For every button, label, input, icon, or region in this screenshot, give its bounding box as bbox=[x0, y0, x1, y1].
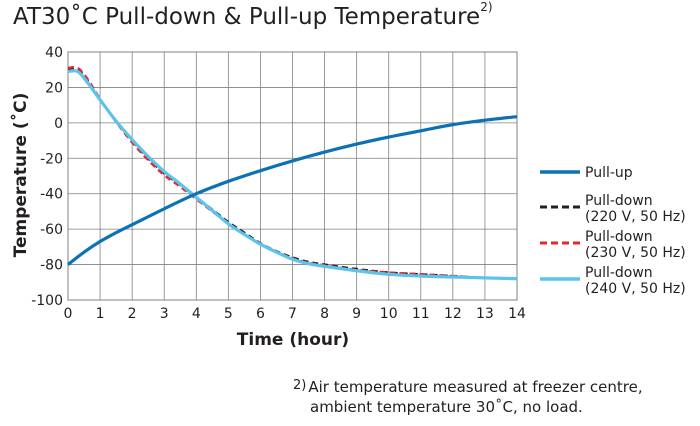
chart-title: AT30˚C Pull-down & Pull-up Temperature2) bbox=[13, 0, 493, 30]
x-tick-label: 3 bbox=[160, 306, 169, 322]
y-axis-label: Temperature (˚C) bbox=[9, 93, 31, 258]
x-tick-label: 10 bbox=[380, 306, 398, 322]
legend-label-3: (240 V, 50 Hz) bbox=[585, 281, 686, 297]
x-tick-label: 6 bbox=[256, 306, 265, 322]
y-tick-label: -20 bbox=[40, 151, 63, 167]
y-tick-label: 0 bbox=[54, 116, 63, 132]
x-tick-label: 0 bbox=[64, 306, 73, 322]
footnote-line-1: Air temperature measured at freezer cent… bbox=[308, 378, 643, 396]
x-tick-label: 7 bbox=[288, 306, 297, 322]
plot-border bbox=[67, 51, 518, 301]
x-tick-label: 11 bbox=[412, 306, 430, 322]
footnote-mark: 2) bbox=[293, 378, 307, 393]
series-layer bbox=[67, 65, 518, 281]
x-tick-label: 4 bbox=[192, 306, 201, 322]
legend-label-1: (220 V, 50 Hz) bbox=[585, 209, 686, 225]
chart-grid bbox=[67, 51, 518, 301]
x-tick-label: 5 bbox=[224, 306, 233, 322]
y-tick-label: -80 bbox=[40, 258, 63, 274]
series-line-3 bbox=[67, 69, 518, 281]
footnote-line-2: ambient temperature 30˚C, no load. bbox=[310, 398, 583, 416]
legend-label-1: Pull-down bbox=[585, 193, 653, 209]
x-tick-label: 1 bbox=[96, 306, 105, 322]
y-tick-label: 40 bbox=[45, 45, 63, 61]
chart-title-text: AT30˚C Pull-down & Pull-up Temperature bbox=[13, 4, 481, 30]
y-tick-label: 20 bbox=[45, 80, 63, 96]
y-tick-label: -40 bbox=[40, 187, 63, 203]
x-axis-label: Time (hour) bbox=[237, 330, 349, 350]
y-tick-label: -100 bbox=[31, 293, 63, 309]
x-tick-label: 9 bbox=[352, 306, 361, 322]
title-footnote-mark: 2) bbox=[480, 0, 493, 15]
series-line-0 bbox=[67, 115, 518, 266]
x-tick-labels: 0 1 2 3 4 5 6 7 8 9 10 11 12 13 14 bbox=[64, 306, 526, 322]
legend-label-3: Pull-down bbox=[585, 265, 653, 281]
legend-label-2: Pull-down bbox=[585, 229, 653, 245]
x-tick-label: 14 bbox=[508, 306, 526, 322]
y-tick-label: -60 bbox=[40, 222, 63, 238]
x-tick-label: 2 bbox=[128, 306, 137, 322]
x-tick-label: 13 bbox=[476, 306, 494, 322]
y-tick-labels: 40 20 0 -20 -40 -60 -80 -100 bbox=[31, 45, 63, 309]
x-tick-label: 8 bbox=[320, 306, 329, 322]
legend-label-2: (230 V, 50 Hz) bbox=[585, 245, 686, 261]
legend-label-0: Pull-up bbox=[585, 165, 633, 181]
footnote: 2) Air temperature measured at freezer ce… bbox=[293, 378, 643, 417]
x-tick-label: 12 bbox=[444, 306, 462, 322]
